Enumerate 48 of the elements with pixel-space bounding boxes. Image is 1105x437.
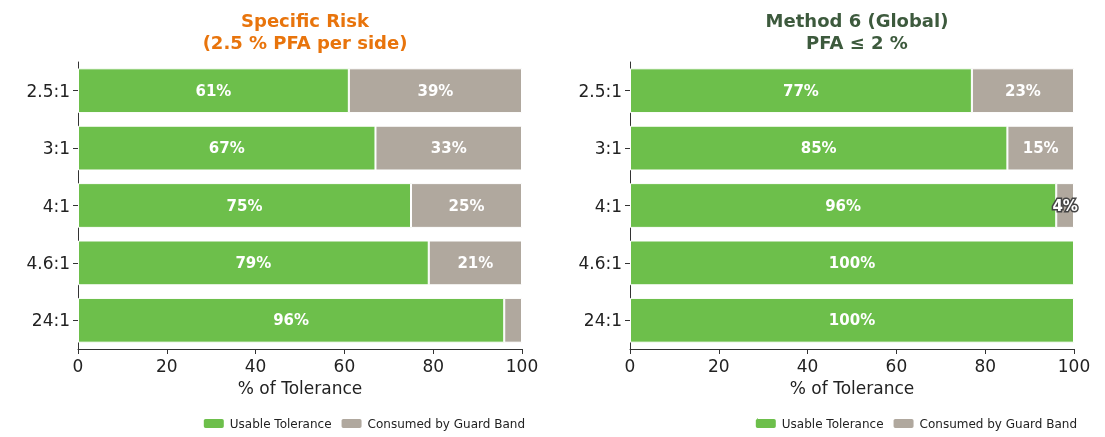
x-tick-label: 60 [885,355,908,376]
x-tick-label: 80 [422,355,445,376]
data-label: 25% [448,196,485,215]
x-tick-label: 60 [333,355,356,376]
x-tick-label: 20 [155,355,178,376]
y-tick-label: 4:1 [42,195,70,216]
y-tick-label: 3:1 [42,138,70,159]
x-tick-label: 80 [974,355,997,376]
data-label: 96% [273,311,310,330]
data-label: 21% [457,253,494,272]
x-axis-title: % of Tolerance [237,377,363,398]
data-label: 96% [825,196,862,215]
y-tick-label: 4.6:1 [26,252,70,273]
legend-label: Consumed by Guard Band [919,416,1078,431]
y-tick-label: 24:1 [583,310,622,331]
y-tick-label: 3:1 [594,138,622,159]
bar [630,240,1074,286]
data-label: 100% [828,311,876,330]
y-tick-label: 4:1 [594,195,622,216]
x-tick-label: 0 [624,355,636,376]
x-tick-label: 40 [244,355,267,376]
x-tick-label: 100 [505,355,539,376]
y-tick-label: 2.5:1 [578,80,622,101]
legend-label: Usable Tolerance [781,416,884,431]
data-label: 77% [782,81,819,100]
data-label: 85% [800,139,837,158]
bar [630,297,1074,343]
data-label: 15% [1022,139,1059,158]
x-tick-label: 40 [796,355,819,376]
legend-label: Consumed by Guard Band [367,416,526,431]
y-tick-label: 24:1 [31,310,70,331]
y-tick-label: 2.5:1 [26,80,70,101]
x-axis-title: % of Tolerance [789,377,915,398]
data-label: 79% [235,253,272,272]
data-label: 23% [1004,81,1041,100]
legend-label: Usable Tolerance [229,416,332,431]
data-label: 100% [828,253,876,272]
x-tick-label: 0 [72,355,84,376]
data-label: 67% [208,139,245,158]
chart-title: Method 6 (Global) PFA ≤ 2 % [765,9,949,53]
data-label: 75% [226,196,263,215]
x-tick-label: 20 [707,355,730,376]
chart-title: Specific Risk (2.5 % PFA per side) [202,9,408,53]
x-tick-label: 100 [1057,355,1091,376]
y-tick-label: 4.6:1 [578,252,622,273]
data-label: 33% [430,139,467,158]
data-label: 39% [417,81,454,100]
data-label: 61% [195,81,232,100]
